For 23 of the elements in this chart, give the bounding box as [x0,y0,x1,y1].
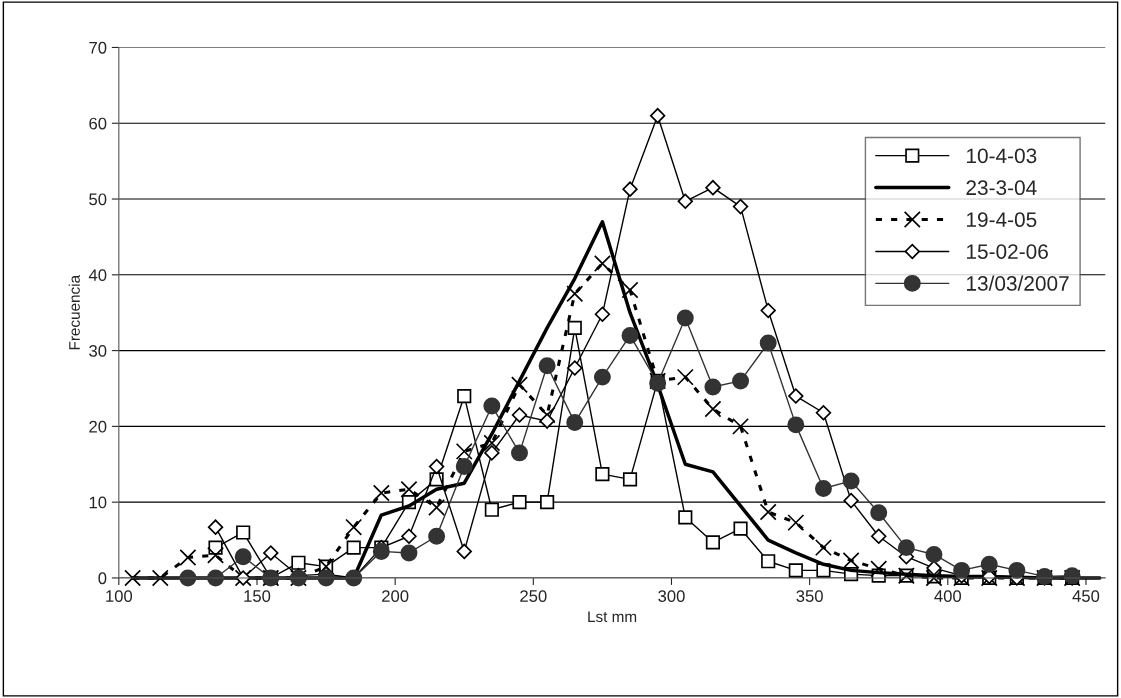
y-tick-label: 30 [89,345,107,357]
x-tick-label: 300 [658,590,685,602]
x-tick-label: 350 [796,590,823,602]
y-tick-label: 60 [89,117,107,130]
y-tick-label: 40 [88,269,107,282]
x-axis-title: Lst mm [588,611,637,623]
x-tick-label: 400 [934,590,962,602]
legend-label: 19-4-05 [967,212,1037,228]
y-tick-label: 10 [89,496,107,509]
x-tick-label: 250 [520,590,547,602]
legend-label: 10-4-03 [967,148,1037,164]
legend-label: 23-3-04 [966,180,1037,196]
legend-label: 13/03/2007 [967,275,1069,291]
x-tick-label: 450 [1072,590,1100,602]
y-tick-label: 0 [98,572,107,585]
x-tick-label: 200 [382,590,409,602]
x-tick-label: 100 [106,590,133,602]
y-tick-label: 50 [89,193,107,206]
y-tick-label: 70 [89,41,107,54]
y-tick-label: 20 [89,420,107,433]
legend-label: 15-02-06 [967,244,1048,259]
y-axis-title: Frecuencia [68,274,80,350]
x-tick-label: 150 [244,590,271,602]
